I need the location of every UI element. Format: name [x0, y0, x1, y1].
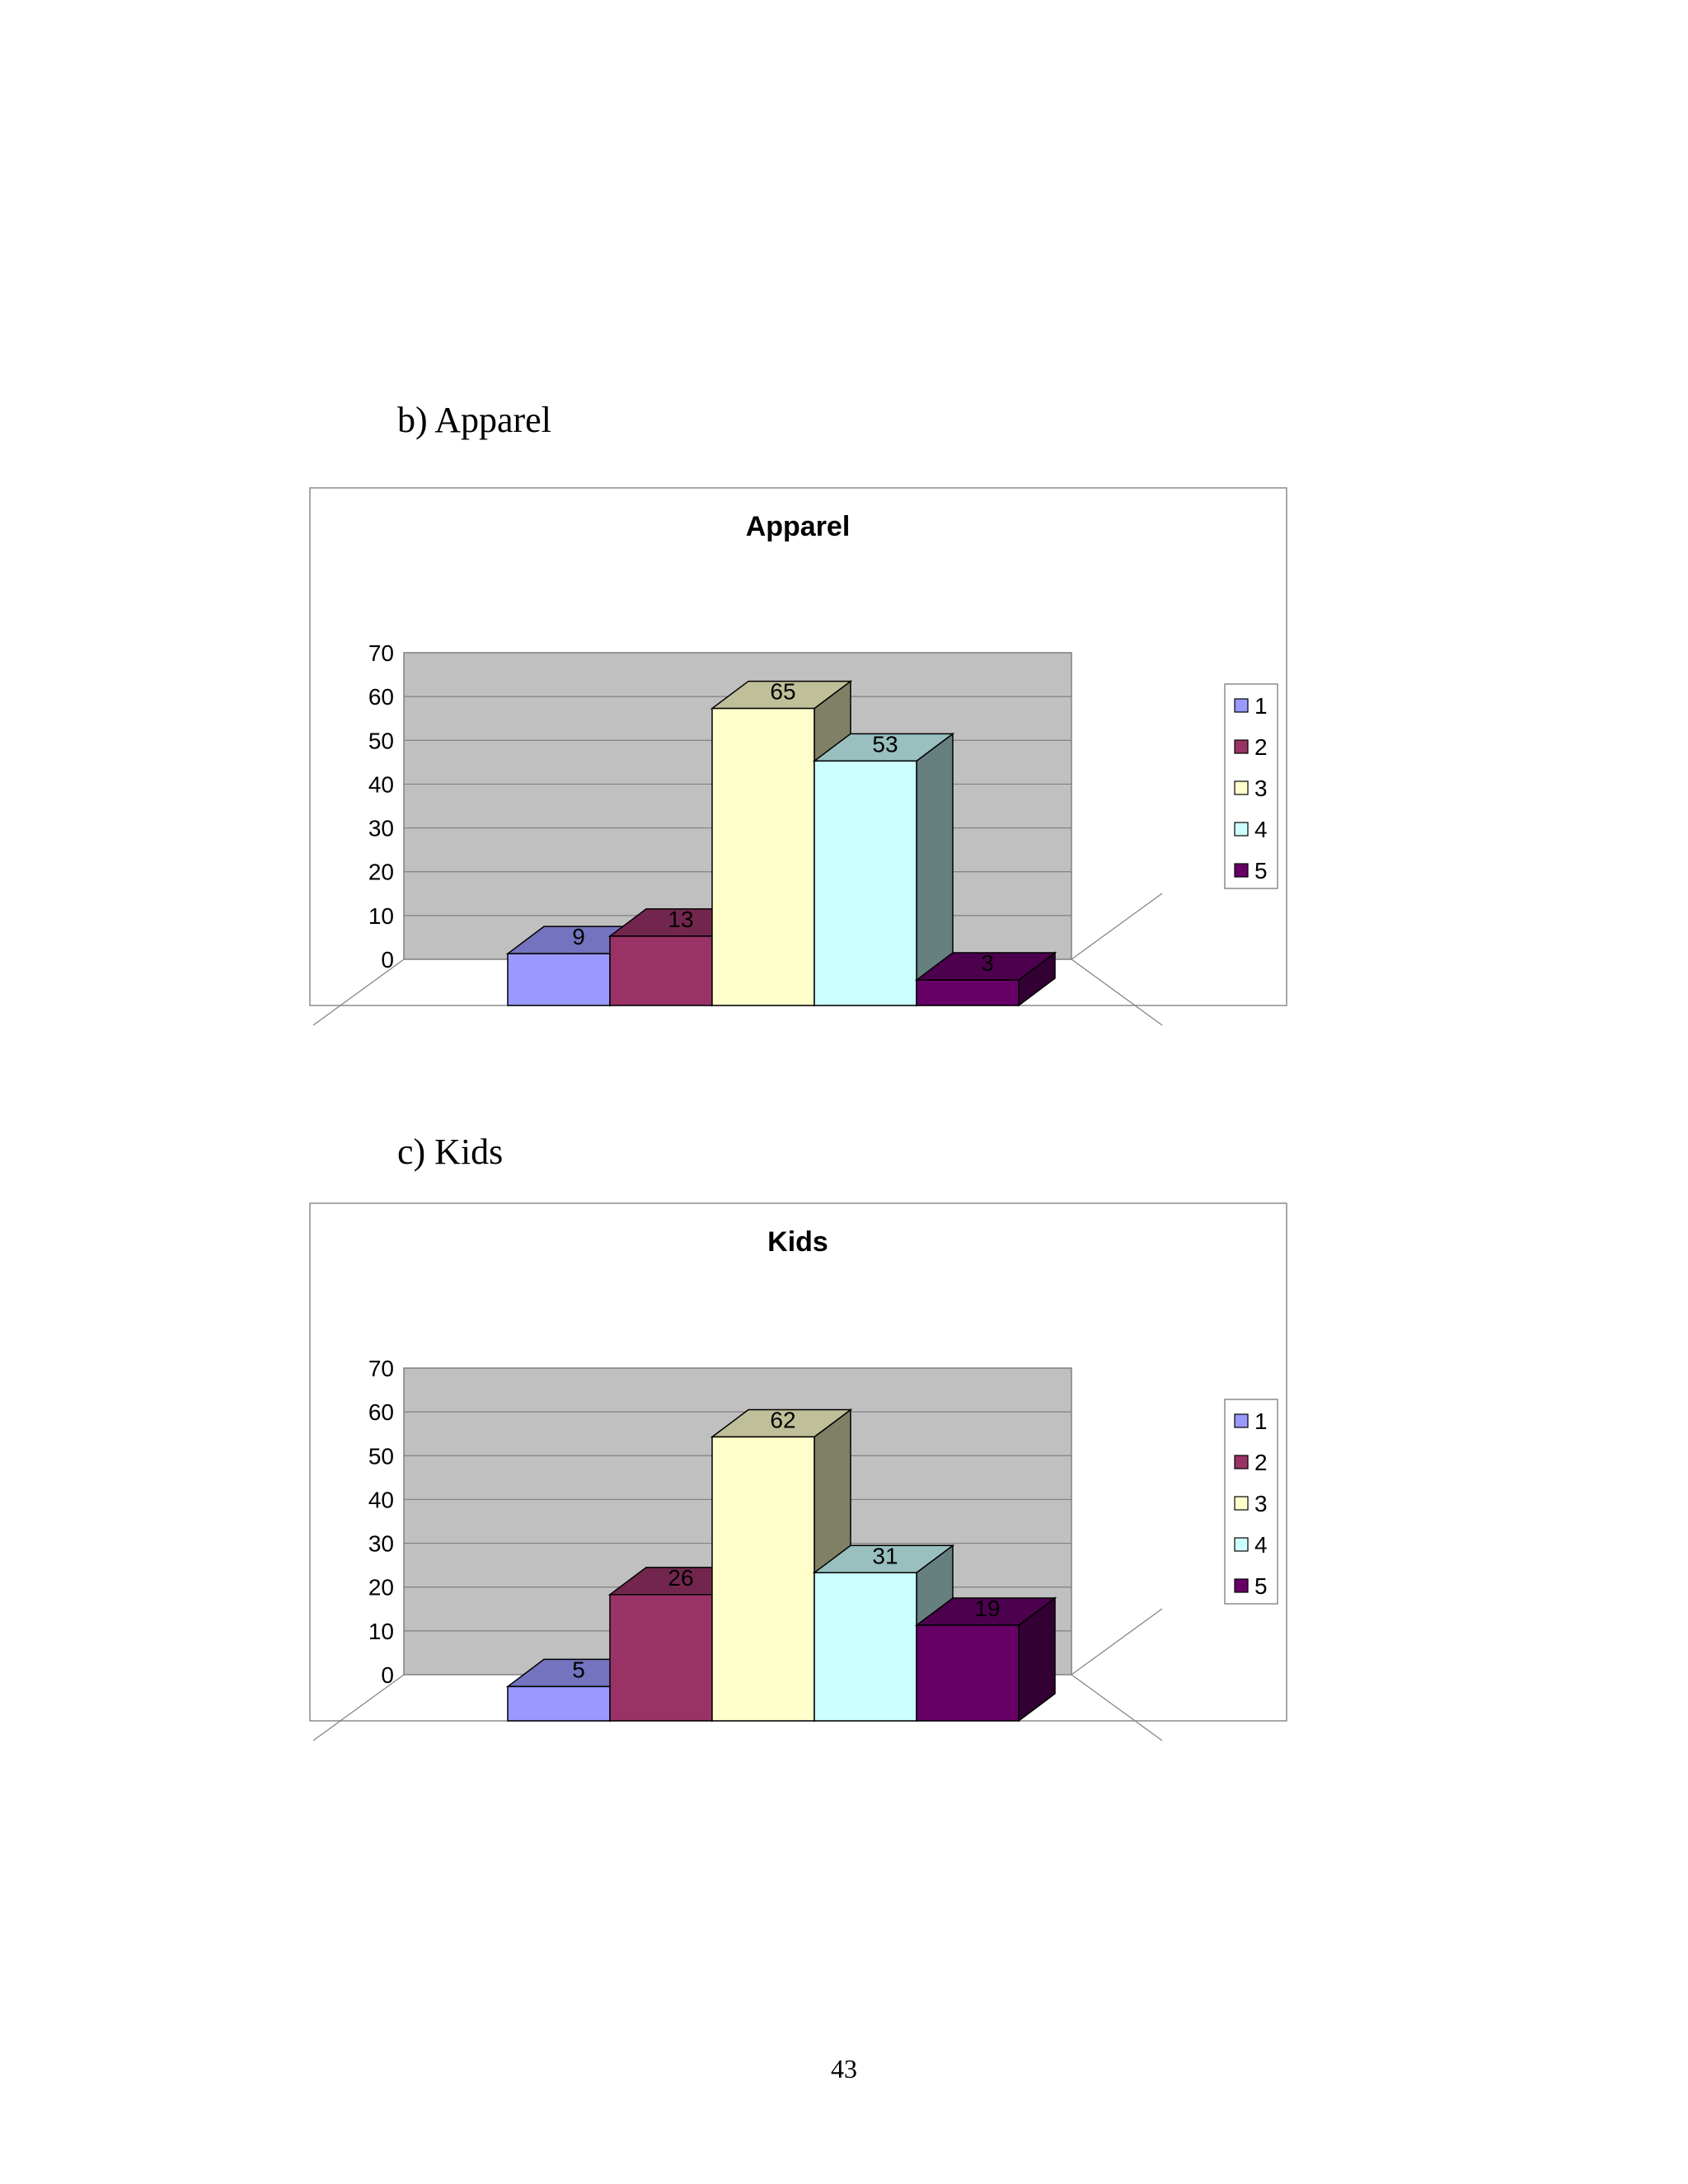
kids-legend-swatch [1234, 1413, 1249, 1428]
apparel-y-tick-label: 50 [368, 728, 394, 753]
kids-y-tick-label: 30 [368, 1531, 394, 1557]
apparel-data-label: 65 [770, 679, 795, 705]
apparel-bar-front [507, 953, 611, 1006]
apparel-data-label: 9 [572, 924, 585, 949]
apparel-data-label: 53 [872, 731, 898, 757]
kids-bar-front [711, 1436, 815, 1722]
kids-side-edge-right [1071, 1608, 1163, 1675]
kids-data-label: 62 [770, 1408, 795, 1433]
apparel-bar-front [609, 935, 713, 1006]
section-heading-kids: c) Kids [397, 1132, 504, 1172]
kids-y-tick-label: 10 [368, 1619, 394, 1644]
apparel-floor-edge-left [312, 958, 405, 1026]
kids-legend-label: 3 [1254, 1491, 1268, 1516]
kids-y-tick-label: 70 [368, 1356, 394, 1381]
apparel-y-tick-label: 70 [368, 640, 394, 666]
kids-y-tick-label: 0 [381, 1662, 394, 1688]
apparel-legend-label: 4 [1254, 817, 1268, 842]
page-number: 43 [831, 2054, 857, 2083]
apparel-y-tick-label: 10 [368, 903, 394, 929]
apparel-data-label: 3 [981, 950, 994, 976]
kids-legend-swatch [1234, 1578, 1249, 1593]
kids-legend-swatch [1234, 1455, 1249, 1469]
kids-legend [1224, 1399, 1278, 1605]
apparel-side-edge-right [1071, 893, 1163, 960]
kids-bar-4 [812, 1544, 955, 1722]
kids-legend-label: 5 [1254, 1573, 1268, 1599]
apparel-bar-4 [812, 732, 955, 1007]
kids-bar-front [609, 1594, 713, 1722]
kids-bar-5 [914, 1596, 1057, 1722]
apparel-chart-title: Apparel [746, 511, 851, 542]
apparel-legend-label: 5 [1254, 858, 1268, 883]
section-heading-apparel: b) Apparel [397, 400, 551, 440]
apparel-y-tick-label: 60 [368, 684, 394, 710]
apparel-y-tick-label: 20 [368, 860, 394, 885]
apparel-legend-swatch [1234, 739, 1249, 754]
apparel-legend-label: 2 [1254, 734, 1268, 760]
kids-bar-front [916, 1624, 1020, 1722]
kids-floor-edge-left [312, 1674, 405, 1741]
apparel-bar-front [916, 979, 1020, 1006]
apparel-bar-front [711, 707, 815, 1006]
apparel-legend-swatch [1234, 863, 1249, 878]
apparel-y-tick-label: 0 [381, 947, 394, 972]
kids-chart-title: Kids [767, 1226, 828, 1258]
apparel-data-label: 13 [668, 907, 693, 932]
kids-data-label: 19 [974, 1596, 1000, 1621]
kids-y-tick-label: 20 [368, 1575, 394, 1601]
kids-data-label: 31 [872, 1543, 898, 1568]
kids-legend-label: 1 [1254, 1408, 1268, 1434]
kids-legend-label: 2 [1254, 1450, 1268, 1475]
apparel-legend [1224, 683, 1278, 889]
apparel-legend-swatch [1234, 780, 1249, 795]
apparel-legend-label: 1 [1254, 693, 1268, 719]
apparel-bar-5 [914, 951, 1057, 1007]
apparel-y-tick-label: 30 [368, 816, 394, 841]
apparel-y-tick-label: 40 [368, 771, 394, 797]
apparel-legend-label: 3 [1254, 776, 1268, 801]
kids-y-tick-label: 40 [368, 1487, 394, 1512]
kids-y-tick-label: 60 [368, 1399, 394, 1425]
kids-legend-label: 4 [1254, 1532, 1268, 1558]
kids-bar-front [814, 1572, 917, 1722]
kids-legend-swatch [1234, 1496, 1249, 1511]
kids-bar-front [507, 1685, 611, 1722]
kids-data-label: 26 [668, 1565, 693, 1591]
kids-y-tick-label: 50 [368, 1443, 394, 1469]
apparel-legend-swatch [1234, 698, 1249, 713]
kids-data-label: 5 [572, 1657, 585, 1682]
apparel-bar-front [814, 760, 917, 1006]
apparel-legend-swatch [1234, 822, 1249, 837]
apparel-floor-edge-right [1071, 958, 1163, 1026]
kids-legend-swatch [1234, 1537, 1249, 1552]
kids-floor-edge-right [1071, 1674, 1163, 1741]
